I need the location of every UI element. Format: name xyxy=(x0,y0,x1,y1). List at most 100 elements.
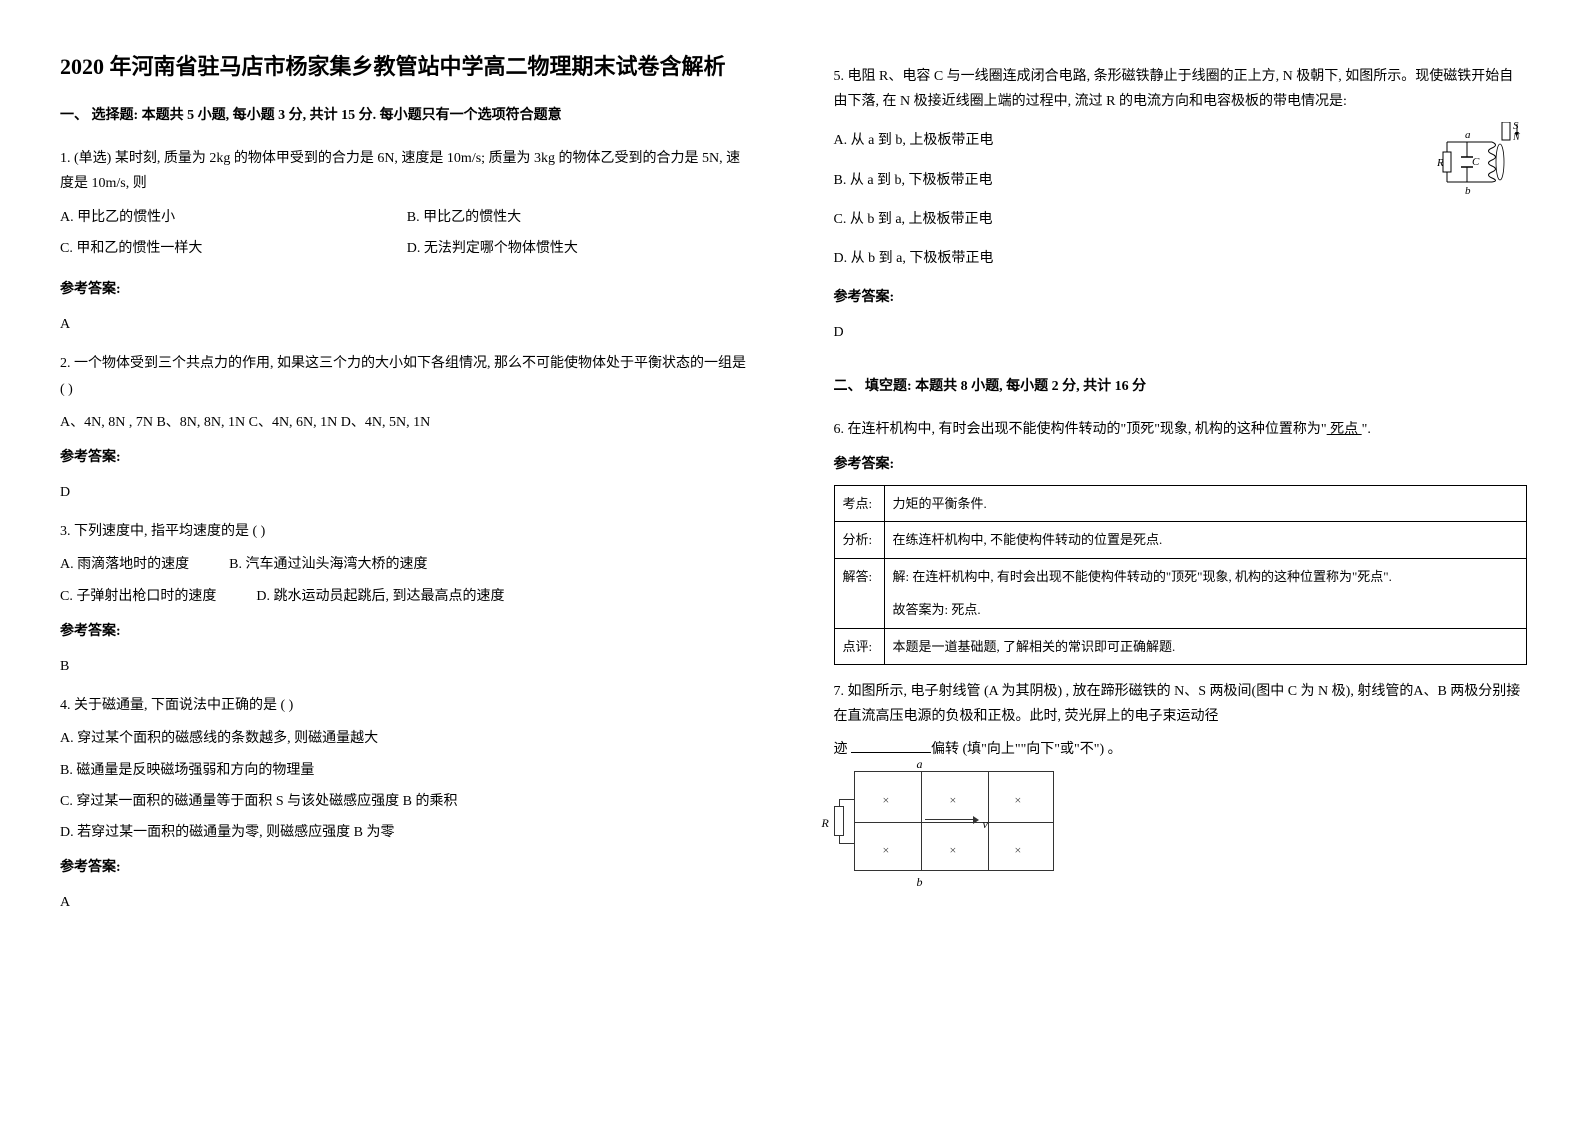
q7-text1: 7. 如图所示, 电子射线管 (A 为其阴极) , 放在蹄形磁铁的 N、S 两极… xyxy=(834,679,1528,729)
x-mark: × xyxy=(883,790,890,812)
q1-option-c: C. 甲和乙的惯性一样大 xyxy=(60,236,407,261)
q4-option-d: D. 若穿过某一面积的磁通量为零, 则磁感应强度 B 为零 xyxy=(60,820,754,845)
q3-text: 3. 下列速度中, 指平均速度的是 ( ) xyxy=(60,519,754,544)
q3-options: A. 雨滴落地时的速度 B. 汽车通过汕头海湾大桥的速度 xyxy=(60,552,754,577)
left-column: 2020 年河南省驻马店市杨家集乡教管站中学高二物理期末试卷含解析 一、 选择题… xyxy=(0,0,794,1122)
q7-text2: 迹 偏转 (填"向上""向下"或"不") 。 xyxy=(834,737,1528,762)
cell-jieda-label: 解答: xyxy=(834,558,884,628)
q7-diagram: × × × × × × v a b xyxy=(854,771,1054,871)
q5-option-d: D. 从 b 到 a, 下极板带正电 xyxy=(834,246,1528,271)
resistor-r xyxy=(834,806,844,836)
q4-answer-label: 参考答案: xyxy=(60,855,754,880)
q6-blank: 死点 xyxy=(1327,422,1362,437)
table-row: 解答: 解: 在连杆机构中, 有时会出现不能使构件转动的"顶死"现象, 机构的这… xyxy=(834,558,1527,628)
label-r: R xyxy=(1437,157,1444,169)
q7-text2-post: 偏转 (填"向上""向下"或"不") 。 xyxy=(931,742,1122,757)
q5-option-a: A. 从 a 到 b, 上极板带正电 xyxy=(834,128,1528,153)
q1-options: A. 甲比乙的惯性小 B. 甲比乙的惯性大 C. 甲和乙的惯性一样大 D. 无法… xyxy=(60,205,754,267)
question-1: 1. (单选) 某时刻, 质量为 2kg 的物体甲受到的合力是 6N, 速度是 … xyxy=(60,146,754,337)
q1-option-d: D. 无法判定哪个物体惯性大 xyxy=(407,236,754,261)
q1-text: 1. (单选) 某时刻, 质量为 2kg 的物体甲受到的合力是 6N, 速度是 … xyxy=(60,146,754,196)
q6-explanation-table: 考点: 力矩的平衡条件. 分析: 在练连杆机构中, 不能使构件转动的位置是死点.… xyxy=(834,485,1528,665)
q1-answer-label: 参考答案: xyxy=(60,277,754,302)
jieda-line2: 故答案为: 死点. xyxy=(893,598,1519,621)
q3-option-b: B. 汽车通过汕头海湾大桥的速度 xyxy=(229,552,427,577)
label-b: b xyxy=(1465,185,1471,197)
q4-option-c: C. 穿过某一面积的磁通量等于面积 S 与该处磁感应强度 B 的乘积 xyxy=(60,789,754,814)
q5-option-c: C. 从 b 到 a, 上极板带正电 xyxy=(834,207,1528,232)
section-2-heading: 二、 填空题: 本题共 8 小题, 每小题 2 分, 共计 16 分 xyxy=(834,374,1528,399)
q5-circuit-diagram: R C a b S N xyxy=(1437,122,1527,202)
label-s: S xyxy=(1513,122,1519,132)
q7-diagram-wrapper: × × × × × × v a b R xyxy=(834,771,1054,871)
arrow-line xyxy=(925,819,975,820)
label-a: a xyxy=(917,754,923,776)
q1-option-a: A. 甲比乙的惯性小 xyxy=(60,205,407,230)
q1-answer: A xyxy=(60,312,754,337)
q6-answer-label: 参考答案: xyxy=(834,452,1528,477)
q3-answer: B xyxy=(60,654,754,679)
wire xyxy=(839,799,840,806)
label-r: R xyxy=(822,813,829,835)
cell-jieda-value: 解: 在连杆机构中, 有时会出现不能使构件转动的"顶死"现象, 机构的这种位置称… xyxy=(884,558,1527,628)
wire xyxy=(839,843,854,844)
label-v: v xyxy=(983,814,988,836)
cell-kaodian-label: 考点: xyxy=(834,486,884,522)
diagram-hline xyxy=(855,822,1053,823)
question-2: 2. 一个物体受到三个共点力的作用, 如果这三个力的大小如下各组情况, 那么不可… xyxy=(60,351,754,505)
q4-text: 4. 关于磁通量, 下面说法中正确的是 ( ) xyxy=(60,693,754,718)
q4-option-b: B. 磁通量是反映磁场强弱和方向的物理量 xyxy=(60,758,754,783)
q5-answer: D xyxy=(834,320,1528,345)
diagram-vline1 xyxy=(921,772,922,870)
cell-dianping-label: 点评: xyxy=(834,628,884,664)
q6-text-post: ". xyxy=(1362,422,1371,437)
q1-option-b: B. 甲比乙的惯性大 xyxy=(407,205,754,230)
label-a: a xyxy=(1465,129,1471,141)
document-title: 2020 年河南省驻马店市杨家集乡教管站中学高二物理期末试卷含解析 xyxy=(60,50,754,83)
q2-answer-label: 参考答案: xyxy=(60,445,754,470)
question-3: 3. 下列速度中, 指平均速度的是 ( ) A. 雨滴落地时的速度 B. 汽车通… xyxy=(60,519,754,679)
cell-fenxi-label: 分析: xyxy=(834,522,884,558)
cell-kaodian-value: 力矩的平衡条件. xyxy=(884,486,1527,522)
section-1-heading: 一、 选择题: 本题共 5 小题, 每小题 3 分, 共计 15 分. 每小题只… xyxy=(60,103,754,128)
x-mark: × xyxy=(1015,840,1022,862)
q5-option-b: B. 从 a 到 b, 下极板带正电 xyxy=(834,168,1528,193)
x-mark: × xyxy=(950,790,957,812)
x-mark: × xyxy=(1015,790,1022,812)
table-row: 考点: 力矩的平衡条件. xyxy=(834,486,1527,522)
cell-dianping-value: 本题是一道基础题, 了解相关的常识即可正确解题. xyxy=(884,628,1527,664)
q4-option-a: A. 穿过某个面积的磁感线的条数越多, 则磁通量越大 xyxy=(60,726,754,751)
circuit-svg: R C a b S N xyxy=(1437,122,1527,202)
q5-answer-label: 参考答案: xyxy=(834,285,1528,310)
q4-answer: A xyxy=(60,890,754,915)
jieda-line1: 解: 在连杆机构中, 有时会出现不能使构件转动的"顶死"现象, 机构的这种位置称… xyxy=(893,565,1519,588)
question-7: 7. 如图所示, 电子射线管 (A 为其阴极) , 放在蹄形磁铁的 N、S 两极… xyxy=(834,679,1528,871)
q3-options-2: C. 子弹射出枪口时的速度 D. 跳水运动员起跳后, 到达最高点的速度 xyxy=(60,584,754,609)
question-5: 5. 电阻 R、电容 C 与一线圈连成闭合电路, 条形磁铁静止于线圈的正上方, … xyxy=(834,64,1528,356)
q6-text-pre: 6. 在连杆机构中, 有时会出现不能使构件转动的"顶死"现象, 机构的这种位置称… xyxy=(834,422,1327,437)
label-c: C xyxy=(1472,156,1480,168)
x-mark: × xyxy=(950,840,957,862)
q5-options: A. 从 a 到 b, 上极板带正电 B. 从 a 到 b, 下极板带正电 C.… xyxy=(834,128,1528,271)
page-container: 2020 年河南省驻马店市杨家集乡教管站中学高二物理期末试卷含解析 一、 选择题… xyxy=(0,0,1587,1122)
q2-options: A、4N, 8N , 7N B、8N, 8N, 1N C、4N, 6N, 1N … xyxy=(60,410,754,435)
question-4: 4. 关于磁通量, 下面说法中正确的是 ( ) A. 穿过某个面积的磁感线的条数… xyxy=(60,693,754,915)
q3-option-d: D. 跳水运动员起跳后, 到达最高点的速度 xyxy=(256,584,504,609)
q7-text2-pre: 迹 xyxy=(834,742,852,757)
wire xyxy=(839,836,840,843)
q3-answer-label: 参考答案: xyxy=(60,619,754,644)
table-row: 点评: 本题是一道基础题, 了解相关的常识即可正确解题. xyxy=(834,628,1527,664)
table-row: 分析: 在练连杆机构中, 不能使构件转动的位置是死点. xyxy=(834,522,1527,558)
q2-text: 2. 一个物体受到三个共点力的作用, 如果这三个力的大小如下各组情况, 那么不可… xyxy=(60,351,754,401)
q5-text: 5. 电阻 R、电容 C 与一线圈连成闭合电路, 条形磁铁静止于线圈的正上方, … xyxy=(834,64,1528,114)
x-mark: × xyxy=(883,840,890,862)
right-column: 5. 电阻 R、电容 C 与一线圈连成闭合电路, 条形磁铁静止于线圈的正上方, … xyxy=(794,0,1587,1122)
q3-option-c: C. 子弹射出枪口时的速度 xyxy=(60,584,216,609)
cell-fenxi-value: 在练连杆机构中, 不能使构件转动的位置是死点. xyxy=(884,522,1527,558)
wire xyxy=(839,799,854,800)
q2-answer: D xyxy=(60,480,754,505)
arrow-head-icon xyxy=(973,816,979,824)
q6-text: 6. 在连杆机构中, 有时会出现不能使构件转动的"顶死"现象, 机构的这种位置称… xyxy=(834,417,1528,442)
label-b: b xyxy=(917,872,923,894)
q3-option-a: A. 雨滴落地时的速度 xyxy=(60,552,189,577)
